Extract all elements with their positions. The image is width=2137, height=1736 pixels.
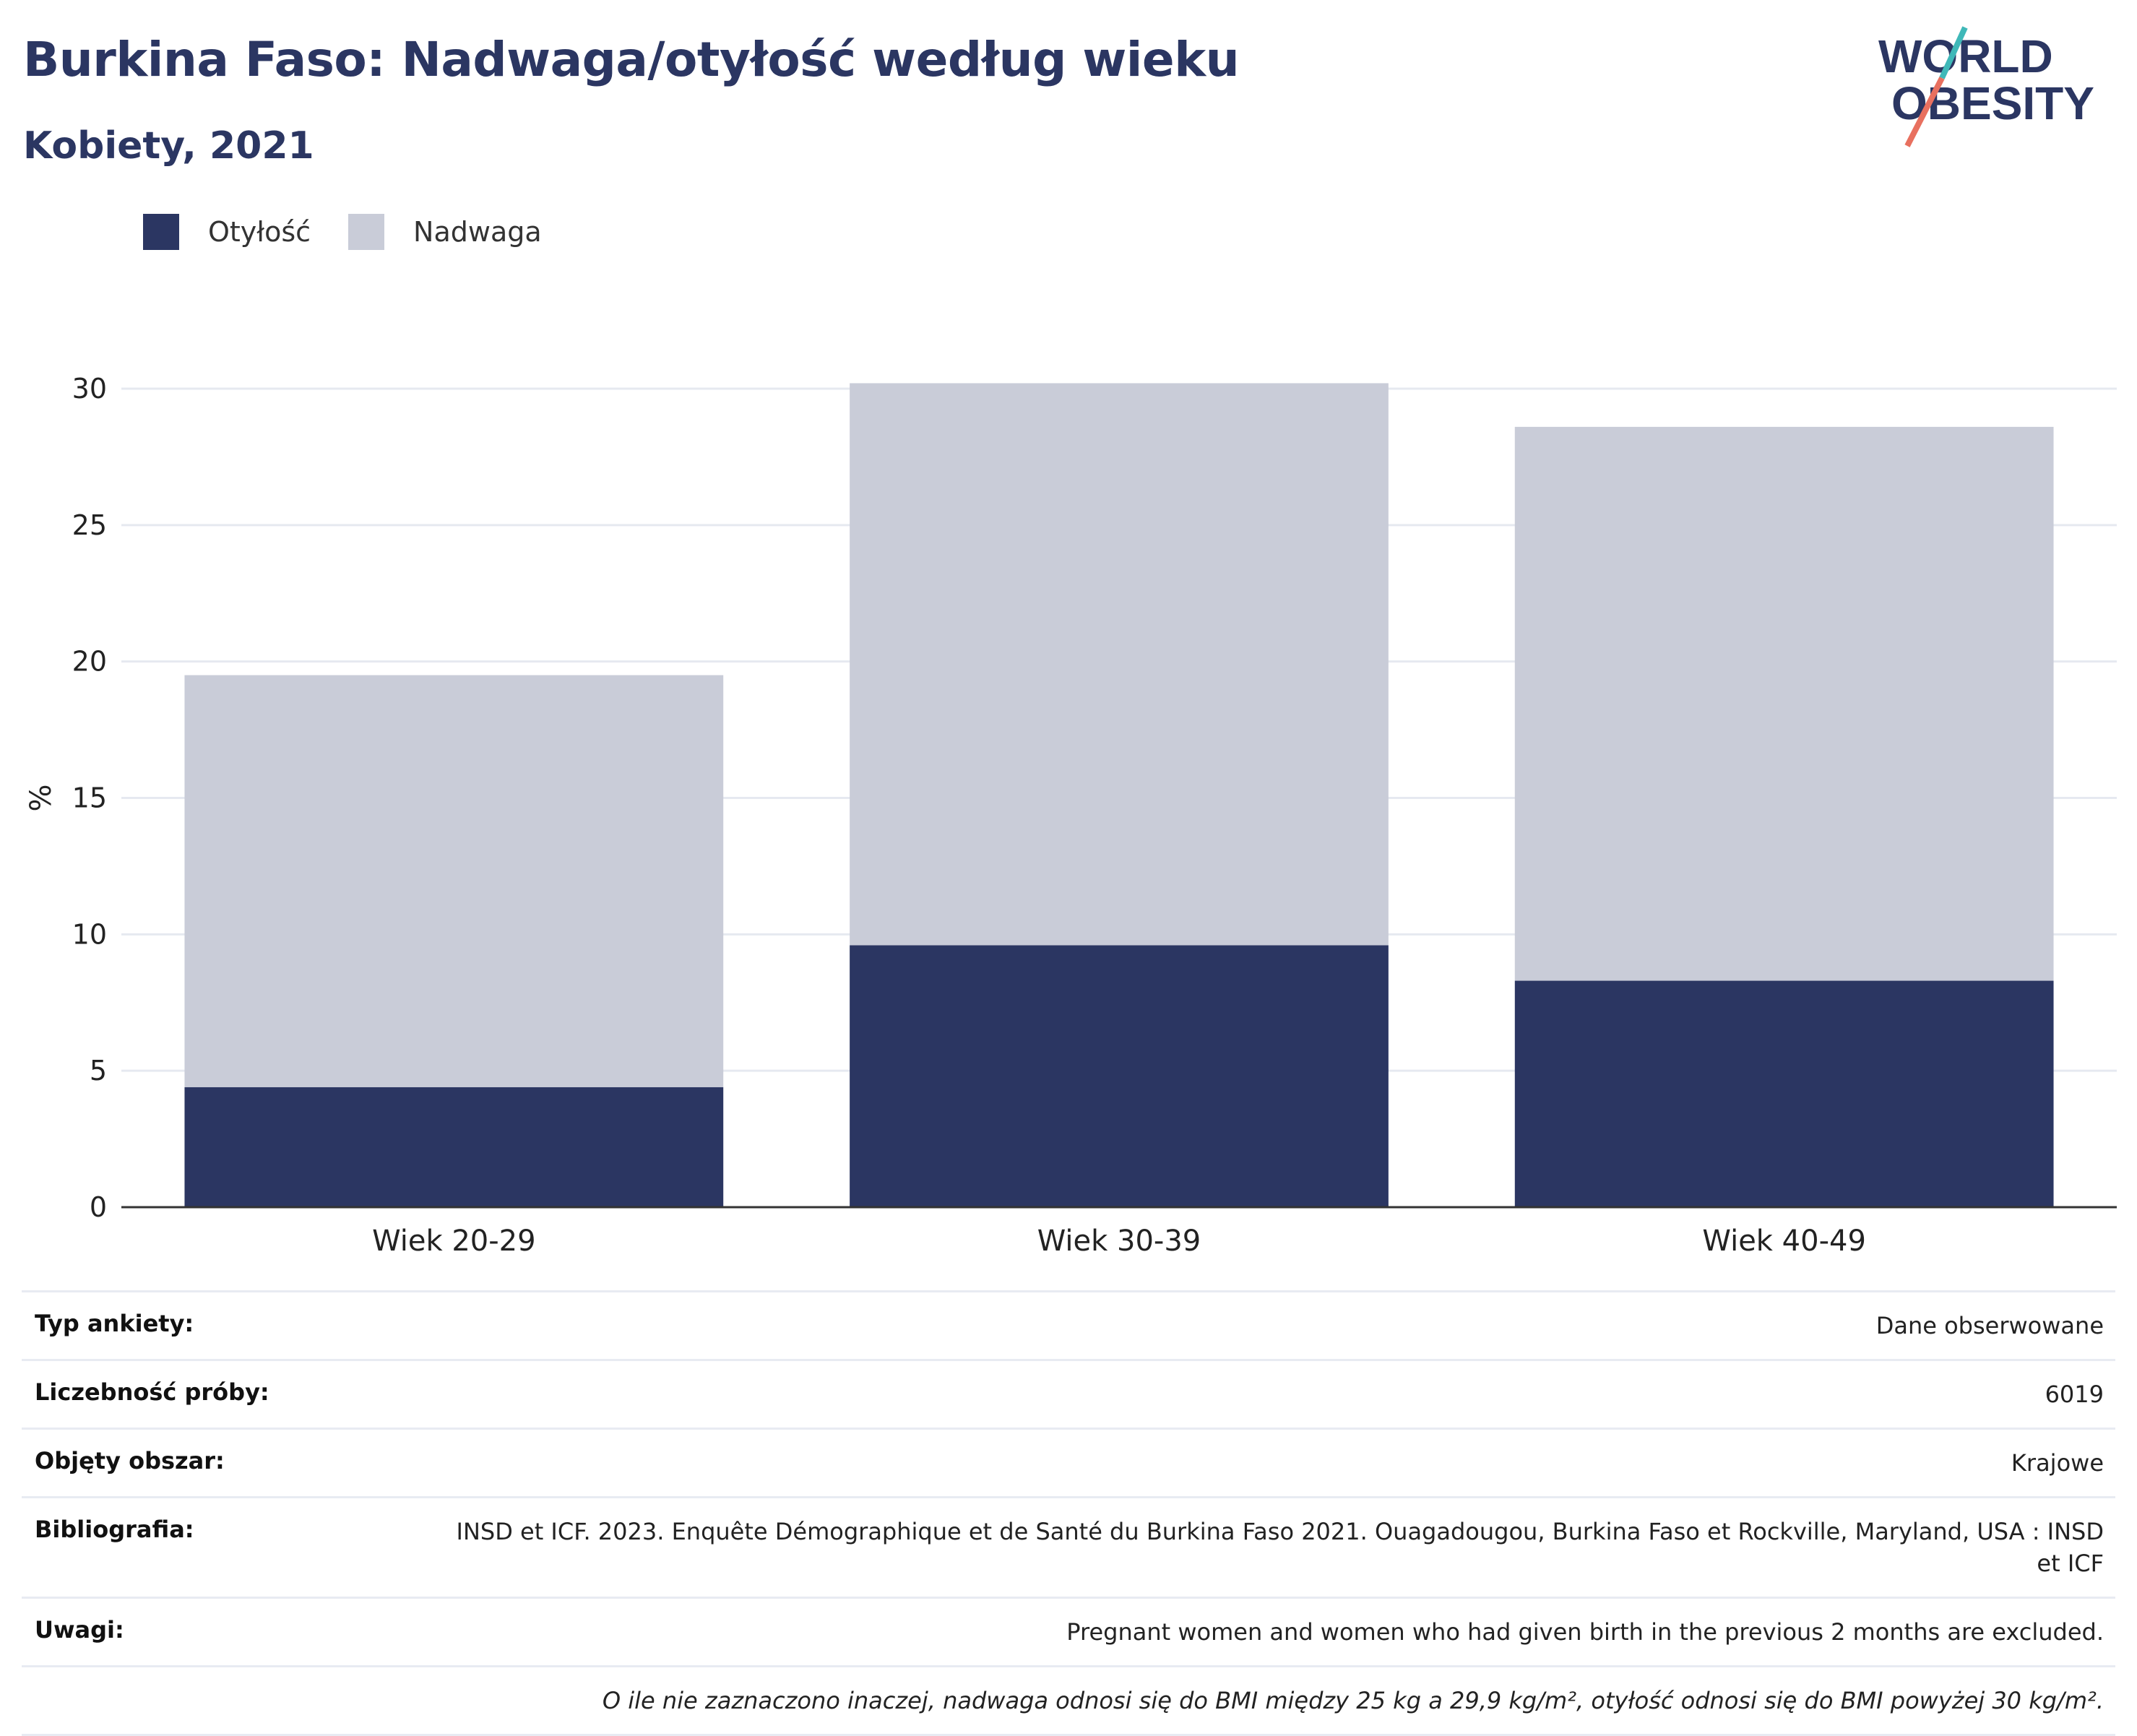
info-row-sample-size: Liczebność próby: 6019: [22, 1359, 2115, 1428]
legend-swatch-nadwaga: [348, 214, 385, 250]
info-key: Objęty obszar:: [35, 1447, 225, 1474]
bar-oty-o--2: [850, 945, 1389, 1207]
x-tick-label: Wiek 20-29: [372, 1225, 536, 1257]
y-tick-label: 25: [72, 509, 107, 541]
y-tick-label: 0: [90, 1191, 107, 1223]
x-tick-label: Wiek 30-39: [1037, 1225, 1201, 1257]
legend-label-otylosc: Otyłość: [208, 216, 311, 248]
info-value-definition: O ile nie zaznaczono inaczej, nadwaga od…: [602, 1687, 2104, 1714]
world-obesity-logo: WORLD OBESITY: [1878, 26, 2094, 147]
x-tick-label: Wiek 40-49: [1702, 1225, 1866, 1257]
bar-nadwaga-2: [850, 383, 1389, 946]
logo-line1: WORLD: [1878, 30, 2053, 82]
info-value: 6019: [2045, 1381, 2104, 1408]
legend-label-nadwaga: Nadwaga: [413, 216, 542, 248]
bar-oty-o--3: [1514, 980, 2054, 1207]
info-row-bibliography: Bibliografia: INSD et ICF. 2023. Enquête…: [22, 1496, 2115, 1597]
bar-nadwaga-1: [184, 675, 724, 1087]
logo-stroke-teal: [1939, 26, 1968, 79]
y-axis-label: %: [25, 784, 58, 811]
y-tick-label: 15: [72, 782, 107, 814]
info-key: Typ ankiety:: [35, 1310, 194, 1337]
info-value: Krajowe: [2011, 1449, 2104, 1477]
info-value: Pregnant women and women who had given b…: [1066, 1618, 2104, 1646]
info-key: Bibliografia:: [35, 1516, 194, 1543]
info-table: Typ ankiety: Dane obserwowane Liczebność…: [22, 1290, 2115, 1736]
y-tick-label: 5: [90, 1055, 107, 1087]
stacked-bar-chart: 0 5 10 15 20 25 30% Wiek 20-29 Wiek 30-39 Wiek 40…: [25, 373, 2117, 1257]
info-value: INSD et ICF. 2023. Enquête Démographique…: [456, 1518, 2104, 1577]
y-tick-label: 10: [72, 918, 107, 950]
y-tick-label: 20: [72, 646, 107, 678]
info-value: Dane obserwowane: [1875, 1312, 2104, 1339]
chart-subtitle: Kobiety, 2021: [23, 124, 314, 168]
info-key: Liczebność próby:: [35, 1378, 269, 1406]
info-row-definition: O ile nie zaznaczono inaczej, nadwaga od…: [22, 1665, 2115, 1736]
info-row-notes: Uwagi: Pregnant women and women who had …: [22, 1597, 2115, 1665]
chart-title: Burkina Faso: Nadwaga/otyłość według wie…: [23, 32, 1240, 87]
info-row-survey-type: Typ ankiety: Dane obserwowane: [22, 1290, 2115, 1359]
legend-swatch-otylosc: [143, 214, 179, 250]
logo-line2: OBESITY: [1891, 77, 2094, 129]
bar-oty-o--1: [184, 1087, 724, 1207]
bar-nadwaga-3: [1514, 426, 2054, 981]
logo-stroke-red: [1904, 77, 1945, 147]
info-row-area: Objęty obszar: Krajowe: [22, 1428, 2115, 1496]
legend: Otyłość Nadwaga: [143, 214, 579, 250]
info-key: Uwagi:: [35, 1616, 124, 1644]
y-tick-label: 30: [72, 373, 107, 405]
